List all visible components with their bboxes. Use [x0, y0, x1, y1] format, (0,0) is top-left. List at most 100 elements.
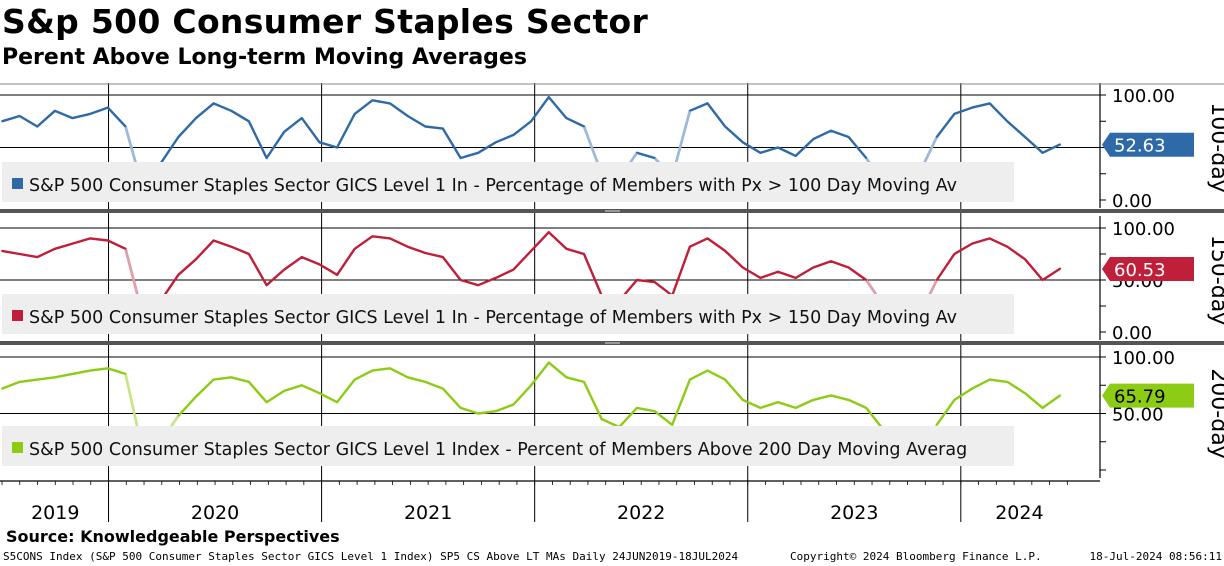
- data-point-200-day: [248, 380, 250, 383]
- data-point-100-day: [424, 125, 427, 128]
- data-point-200-day: [741, 399, 744, 401]
- data-point-150-day: [706, 237, 709, 240]
- data-point-100-day: [406, 115, 409, 117]
- data-point-100-day: [195, 117, 197, 119]
- data-point-100-day: [1041, 151, 1044, 154]
- data-point-150-day: [230, 245, 233, 248]
- data-point-150-day: [283, 268, 286, 271]
- data-point-150-day: [636, 279, 638, 281]
- data-point-200-day: [671, 423, 674, 426]
- last-value-label-200-day: 65.79: [1114, 387, 1166, 408]
- data-point-200-day: [688, 378, 691, 381]
- data-point-150-day: [547, 231, 550, 234]
- data-point-100-day: [794, 155, 797, 157]
- data-point-150-day: [1006, 245, 1009, 248]
- data-point-200-day: [371, 369, 374, 372]
- legend-box-150-day: [2, 294, 1014, 334]
- data-point-100-day: [1024, 136, 1026, 138]
- data-point-200-day: [18, 380, 21, 383]
- data-point-200-day: [971, 387, 973, 390]
- data-point-100-day: [318, 141, 321, 144]
- data-point-200-day: [36, 378, 39, 381]
- data-point-100-day: [759, 151, 762, 154]
- data-point-100-day: [547, 96, 550, 98]
- data-point-200-day: [71, 373, 74, 375]
- data-point-100-day: [353, 113, 356, 115]
- data-point-100-day: [847, 136, 850, 138]
- data-point-200-day: [865, 406, 868, 409]
- data-point-150-day: [371, 235, 374, 238]
- data-point-100-day: [812, 138, 815, 141]
- data-point-100-day: [494, 141, 497, 144]
- last-value-tag-150-day: [1102, 257, 1194, 282]
- data-point-100-day: [177, 136, 180, 138]
- data-point-200-day: [988, 378, 991, 381]
- data-point-100-day: [865, 157, 868, 159]
- data-point-100-day: [583, 125, 585, 128]
- data-point-200-day: [89, 369, 92, 372]
- data-point-200-day: [653, 410, 656, 413]
- data-point-100-day: [265, 157, 268, 159]
- data-point-100-day: [688, 109, 691, 112]
- data-point-100-day: [530, 120, 533, 123]
- data-point-200-day: [177, 414, 180, 417]
- data-point-200-day: [636, 406, 638, 409]
- data-point-200-day: [512, 403, 515, 406]
- legend-text-100-day: S&P 500 Consumer Staples Sector GICS Lev…: [29, 176, 957, 196]
- x-tick-label: 2024: [995, 502, 1043, 524]
- data-point-150-day: [1024, 258, 1026, 261]
- data-point-100-day: [36, 125, 39, 128]
- last-value-label-100-day: 52.63: [1114, 136, 1166, 157]
- footer-index-description: S5CONS Index (S&P 500 Consumer Staples S…: [3, 550, 739, 563]
- x-tick-label: 2021: [404, 502, 452, 524]
- data-point-200-day: [812, 399, 815, 401]
- data-point-100-day: [777, 146, 779, 149]
- data-point-150-day: [688, 245, 691, 248]
- data-point-150-day: [1, 249, 3, 252]
- data-point-100-day: [565, 117, 568, 119]
- y-tick-label-100-day: 100.00: [1112, 86, 1175, 107]
- data-point-200-day: [1024, 392, 1026, 395]
- data-point-150-day: [71, 242, 74, 245]
- legend-swatch-150-day: [12, 310, 23, 321]
- panel-axis-label-200-day: 200-day: [1206, 368, 1224, 458]
- data-point-150-day: [1041, 279, 1044, 281]
- data-point-200-day: [706, 369, 709, 372]
- data-point-200-day: [583, 380, 585, 383]
- source-note: Source: Knowledgeable Perspectives: [6, 527, 340, 546]
- data-point-100-day: [459, 157, 462, 159]
- last-value-label-150-day: 60.53: [1114, 260, 1166, 281]
- data-point-100-day: [106, 106, 109, 109]
- data-point-100-day: [389, 102, 391, 105]
- y-tick-label-150-day: 100.00: [1112, 219, 1175, 240]
- data-point-100-day: [124, 125, 127, 128]
- data-point-150-day: [248, 253, 250, 255]
- data-point-150-day: [953, 253, 956, 255]
- data-point-200-day: [1, 387, 3, 390]
- legend-box-200-day: [2, 426, 1014, 466]
- data-point-150-day: [830, 260, 832, 263]
- data-point-100-day: [830, 129, 832, 132]
- data-point-150-day: [195, 258, 197, 261]
- data-point-150-day: [336, 273, 339, 276]
- data-point-200-day: [300, 384, 303, 387]
- data-point-100-day: [283, 130, 286, 133]
- data-point-150-day: [353, 247, 356, 250]
- y-tick-label-150-day: 0.00: [1112, 323, 1152, 344]
- data-point-150-day: [583, 253, 585, 255]
- data-point-200-day: [1041, 406, 1044, 409]
- data-point-150-day: [494, 277, 497, 279]
- data-point-200-day: [336, 401, 339, 404]
- data-point-100-day: [1, 120, 3, 123]
- x-tick-label: 2022: [617, 502, 665, 524]
- data-point-150-day: [124, 247, 127, 250]
- data-point-200-day: [935, 423, 938, 426]
- data-point-150-day: [36, 256, 39, 259]
- data-point-100-day: [336, 146, 339, 149]
- data-point-200-day: [54, 376, 56, 379]
- data-point-200-day: [777, 401, 779, 404]
- data-point-150-day: [477, 284, 480, 287]
- data-point-100-day: [89, 113, 92, 115]
- data-point-150-day: [741, 266, 744, 269]
- data-point-200-day: [424, 380, 427, 383]
